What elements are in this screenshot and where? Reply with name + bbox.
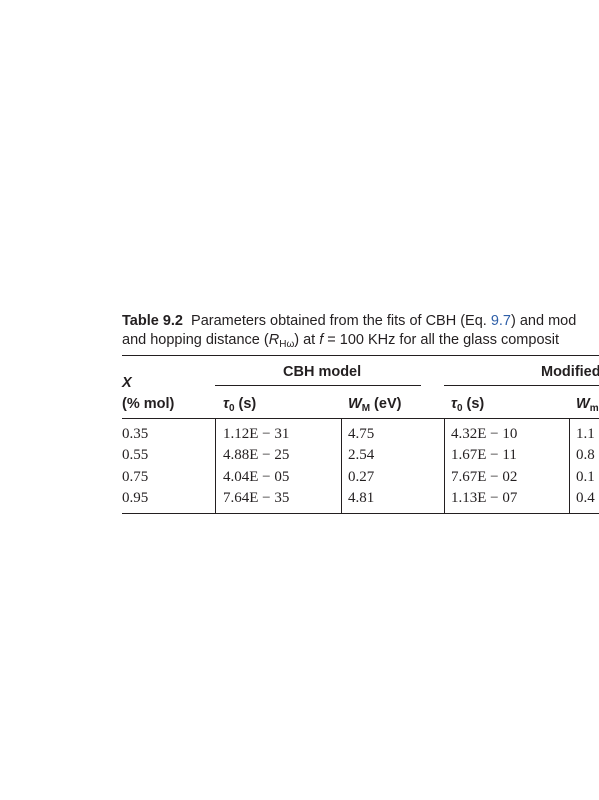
header-text: W xyxy=(576,396,590,412)
group-header: CBH model xyxy=(283,364,362,380)
table-cell: 0.4 xyxy=(576,490,595,506)
column-divider xyxy=(341,418,342,514)
table-cell: 0.75 xyxy=(122,469,149,485)
subscript: 0 xyxy=(228,403,235,414)
row-header: (% mol) xyxy=(122,396,175,412)
header-text: W xyxy=(348,396,362,412)
top-rule xyxy=(122,355,599,356)
table-cell: 0.8 xyxy=(576,447,595,463)
header-text: (s) xyxy=(234,396,257,412)
caption-text: ) and mod xyxy=(511,313,577,329)
column-header: Wm xyxy=(576,395,599,414)
bottom-rule xyxy=(122,513,599,514)
table-cell: 7.64E − 35 xyxy=(223,490,290,506)
header-text: τ xyxy=(451,396,457,412)
header-rule xyxy=(122,418,599,419)
column-header: τ0 (s) xyxy=(223,395,257,414)
table-cell: 4.32E − 10 xyxy=(451,426,518,442)
header-text: (s) xyxy=(462,396,485,412)
column-header: WM (eV) xyxy=(348,395,402,414)
equation-link[interactable]: 9.7 xyxy=(490,313,512,329)
table-cell: 4.81 xyxy=(348,490,375,506)
column-header: τ0 (s) xyxy=(451,395,485,414)
group-rule xyxy=(444,385,599,386)
caption-text: = 100 KHz for all the glass composit xyxy=(323,332,560,348)
table-cell: 0.35 xyxy=(122,426,149,442)
caption-symbol: R xyxy=(268,332,280,348)
table-cell: 2.54 xyxy=(348,447,375,463)
subscript: M xyxy=(361,403,371,414)
group-rule xyxy=(215,385,421,386)
table-cell: 1.12E − 31 xyxy=(223,426,290,442)
caption-symbol: f xyxy=(319,332,324,348)
table-cell: 0.95 xyxy=(122,490,149,506)
column-divider xyxy=(215,418,216,514)
column-divider xyxy=(569,418,570,514)
caption-line: Table 9.2 Parameters obtained from the f… xyxy=(122,312,576,330)
caption-text: ) at xyxy=(294,332,320,348)
table-cell: 1.13E − 07 xyxy=(451,490,518,506)
row-header: X xyxy=(122,375,132,391)
caption-text: and hopping distance ( xyxy=(122,332,269,348)
table-cell: 0.1 xyxy=(576,469,595,485)
caption-text: Parameters obtained from the fits of CBH… xyxy=(191,313,491,329)
table-cell: 0.27 xyxy=(348,469,375,485)
subscript: 0 xyxy=(456,403,463,414)
table-cell: 0.55 xyxy=(122,447,149,463)
table-cell: 7.67E − 02 xyxy=(451,469,518,485)
table-cell: 4.75 xyxy=(348,426,375,442)
table-cell: 1.67E − 11 xyxy=(451,447,517,463)
caption-line: and hopping distance (RHω) at f = 100 KH… xyxy=(122,331,560,350)
column-divider xyxy=(444,418,445,514)
group-header: Modified xyxy=(541,364,599,380)
header-text: (eV) xyxy=(370,396,402,412)
table-cell: 4.04E − 05 xyxy=(223,469,290,485)
caption-subscript: Hω xyxy=(279,339,295,350)
table-label: Table 9.2 xyxy=(122,313,183,329)
subscript: m xyxy=(589,403,599,414)
header-text: τ xyxy=(223,396,229,412)
table-cell: 4.88E − 25 xyxy=(223,447,290,463)
table-cell: 1.1 xyxy=(576,426,595,442)
